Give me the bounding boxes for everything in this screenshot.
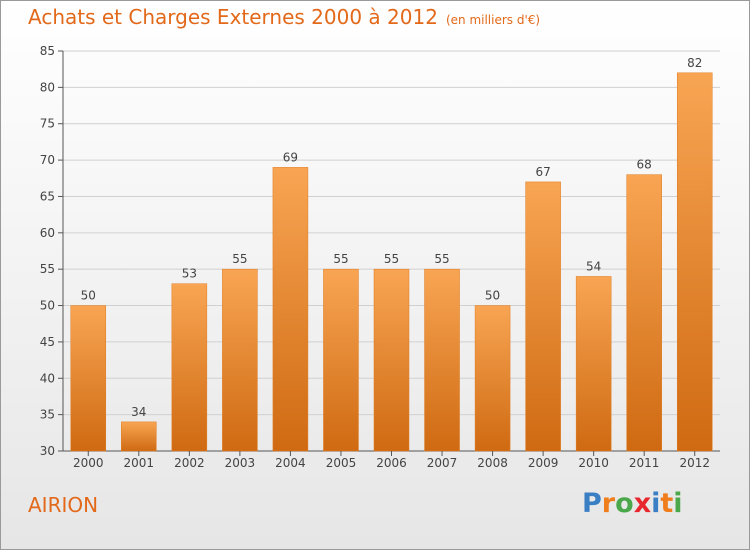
bar — [70, 305, 107, 452]
x-tick-label: 2000 — [73, 456, 104, 470]
bar — [575, 276, 612, 452]
bar — [272, 167, 309, 452]
x-tick-label: 2009 — [528, 456, 559, 470]
bar-value-label: 68 — [637, 158, 652, 172]
logo-letter: i — [673, 488, 683, 519]
x-tick-label: 2012 — [679, 456, 710, 470]
y-tick-label: 35 — [40, 408, 55, 422]
x-tick-label: 2011 — [629, 456, 660, 470]
bar — [424, 268, 460, 452]
y-tick-label: 85 — [40, 44, 55, 58]
x-tick-label: 2007 — [427, 456, 458, 470]
x-tick-label: 2006 — [376, 456, 407, 470]
bar — [626, 174, 662, 452]
logo-letter: t — [660, 488, 674, 519]
y-tick-label: 50 — [40, 299, 55, 313]
x-tick-label: 2008 — [477, 456, 508, 470]
bar-value-label: 54 — [586, 259, 601, 273]
logo-letter: r — [601, 488, 616, 519]
y-tick-label: 65 — [40, 189, 55, 203]
x-tick-label: 2003 — [225, 456, 256, 470]
bar — [373, 268, 410, 452]
bar-value-label: 53 — [182, 267, 197, 281]
chart-title-text: Achats et Charges Externes 2000 à 2012 — [28, 5, 438, 29]
bar — [323, 268, 359, 452]
y-tick-label: 45 — [40, 335, 55, 349]
y-tick-label: 80 — [40, 80, 55, 94]
bar — [525, 181, 561, 452]
y-tick-label: 40 — [40, 371, 55, 385]
logo-letter: P — [582, 488, 602, 519]
y-tick-label: 70 — [40, 153, 55, 167]
bar — [171, 283, 208, 452]
bar-value-label: 55 — [434, 252, 449, 266]
bar-value-label: 50 — [81, 289, 96, 303]
y-tick-label: 60 — [40, 226, 55, 240]
chart-title: Achats et Charges Externes 2000 à 2012 (e… — [28, 5, 540, 29]
logo-letter: o — [615, 488, 634, 519]
bar — [474, 305, 511, 452]
bar-value-label: 34 — [131, 405, 146, 419]
y-tick-label: 75 — [40, 117, 55, 131]
logo-letter: i — [651, 488, 661, 519]
x-tick-label: 2004 — [275, 456, 306, 470]
bar-value-label: 55 — [333, 252, 348, 266]
x-tick-label: 2010 — [578, 456, 609, 470]
commune-name: AIRION — [28, 493, 99, 517]
bar — [121, 421, 157, 452]
logo-letter: x — [633, 488, 652, 519]
x-tick-label: 2005 — [326, 456, 357, 470]
bar-value-label: 67 — [535, 165, 550, 179]
proxiti-logo: Proxiti — [582, 488, 683, 519]
bar-value-label: 55 — [232, 252, 247, 266]
bar-value-label: 50 — [485, 289, 500, 303]
y-tick-label: 55 — [40, 262, 55, 276]
y-tick-label: 30 — [40, 444, 55, 458]
bar-value-label: 82 — [687, 56, 702, 70]
chart-subtitle: (en milliers d'€) — [445, 13, 541, 27]
x-tick-label: 2002 — [174, 456, 205, 470]
bar-value-label: 69 — [283, 150, 298, 164]
bar — [676, 72, 713, 452]
bar-value-label: 55 — [384, 252, 399, 266]
bar — [222, 268, 258, 452]
x-tick-label: 2001 — [124, 456, 155, 470]
